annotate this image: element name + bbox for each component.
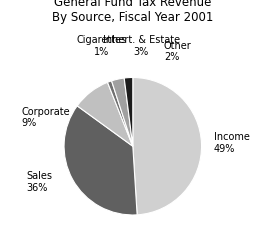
Title: General Fund Tax Revenue
By Source, Fiscal Year 2001: General Fund Tax Revenue By Source, Fisc… xyxy=(52,0,214,24)
Wedge shape xyxy=(111,78,133,146)
Text: Sales
36%: Sales 36% xyxy=(26,171,52,193)
Wedge shape xyxy=(64,106,137,215)
Text: Inhert. & Estate
3%: Inhert. & Estate 3% xyxy=(102,35,180,57)
Wedge shape xyxy=(77,82,133,146)
Wedge shape xyxy=(107,81,133,146)
Text: Other
2%: Other 2% xyxy=(164,41,192,62)
Text: Income
49%: Income 49% xyxy=(214,132,250,154)
Text: Cigarettes
1%: Cigarettes 1% xyxy=(77,35,127,57)
Wedge shape xyxy=(124,77,133,146)
Text: Corporate
9%: Corporate 9% xyxy=(22,107,70,128)
Wedge shape xyxy=(133,77,202,215)
